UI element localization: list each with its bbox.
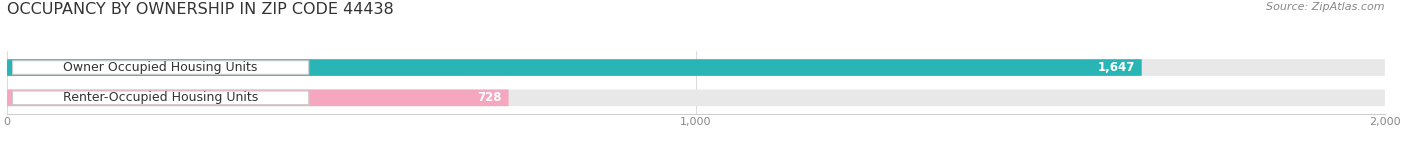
Text: 1,647: 1,647 xyxy=(1098,61,1135,74)
Text: Owner Occupied Housing Units: Owner Occupied Housing Units xyxy=(63,61,257,74)
FancyBboxPatch shape xyxy=(13,61,309,74)
FancyBboxPatch shape xyxy=(7,90,509,106)
FancyBboxPatch shape xyxy=(7,90,1385,106)
FancyBboxPatch shape xyxy=(13,91,309,105)
FancyBboxPatch shape xyxy=(7,59,1385,76)
Text: OCCUPANCY BY OWNERSHIP IN ZIP CODE 44438: OCCUPANCY BY OWNERSHIP IN ZIP CODE 44438 xyxy=(7,2,394,17)
Text: Source: ZipAtlas.com: Source: ZipAtlas.com xyxy=(1267,2,1385,12)
FancyBboxPatch shape xyxy=(7,59,1142,76)
Text: Renter-Occupied Housing Units: Renter-Occupied Housing Units xyxy=(63,91,259,104)
Text: 728: 728 xyxy=(477,91,502,104)
